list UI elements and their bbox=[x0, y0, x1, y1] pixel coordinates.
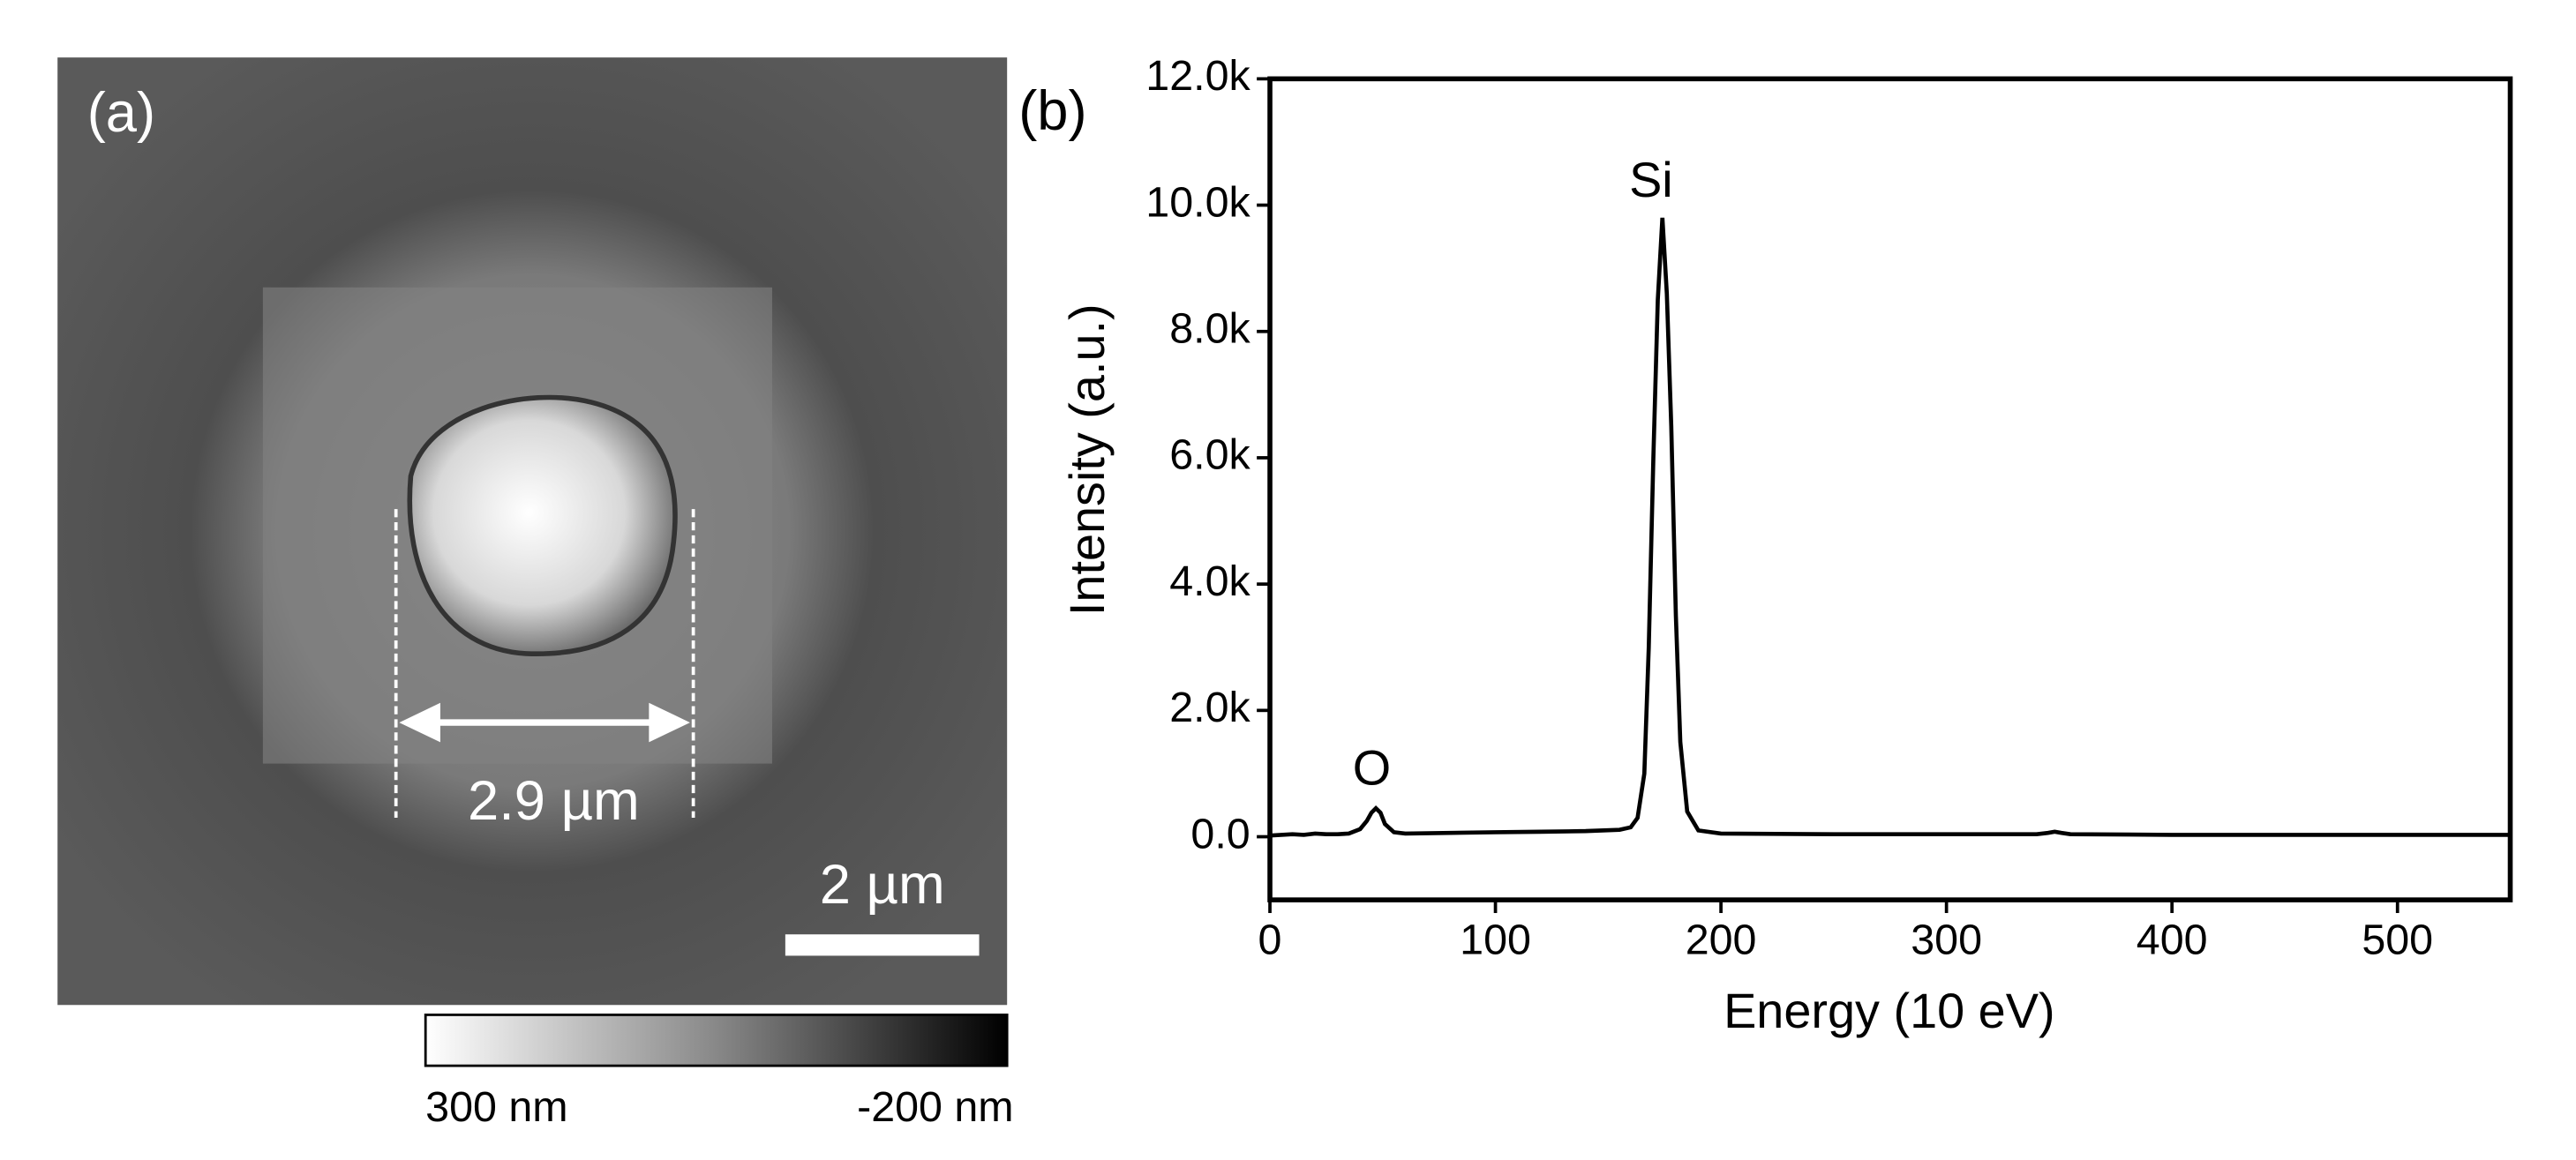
y-tick-label: 2.0k bbox=[1169, 684, 1250, 731]
y-tick-label: 6.0k bbox=[1169, 431, 1250, 479]
y-tick-label: 10.0k bbox=[1145, 178, 1250, 226]
measurement-label: 2.9 µm bbox=[468, 770, 640, 832]
x-tick-label: 300 bbox=[1911, 916, 1982, 963]
panel-label: (a) bbox=[87, 82, 155, 144]
colorbar: 300 nm -200 nm bbox=[424, 1014, 1014, 1131]
y-axis-title: Intensity (a.u.) bbox=[1059, 303, 1115, 616]
colorbar-gradient bbox=[424, 1014, 1009, 1067]
spectrum-chart: (b) Energy (10 eV) Intensity (a.u.) 0.0 2… bbox=[1018, 52, 2513, 1038]
y-tick-label: 8.0k bbox=[1169, 305, 1250, 353]
peak-annotation: Si bbox=[1629, 152, 1673, 207]
x-tick-label: 200 bbox=[1686, 916, 1757, 963]
scale-bar bbox=[785, 934, 980, 956]
x-tick-label: 400 bbox=[2137, 916, 2208, 963]
y-tick-label: 4.0k bbox=[1169, 558, 1250, 605]
y-tick-label: 12.0k bbox=[1145, 52, 1250, 100]
scale-bar-label: 2 µm bbox=[820, 854, 945, 916]
plot-frame bbox=[1267, 76, 2513, 902]
particle bbox=[407, 394, 678, 656]
y-tick-label: 0.0 bbox=[1190, 810, 1250, 857]
peak-annotation: O bbox=[1353, 740, 1391, 796]
x-axis-title: Energy (10 eV) bbox=[1724, 983, 2054, 1038]
panel-label: (b) bbox=[1018, 80, 1086, 142]
spectrum-line bbox=[1269, 217, 2511, 838]
afm-image: (a) 2.9 µm 2 µm bbox=[57, 57, 1008, 1006]
x-tick-label: 100 bbox=[1460, 916, 1531, 963]
colorbar-max-label: 300 nm bbox=[425, 1083, 567, 1131]
colorbar-min-label: -200 nm bbox=[857, 1083, 1014, 1131]
x-tick-label: 0 bbox=[1258, 916, 1282, 963]
x-tick-label: 500 bbox=[2362, 916, 2433, 963]
